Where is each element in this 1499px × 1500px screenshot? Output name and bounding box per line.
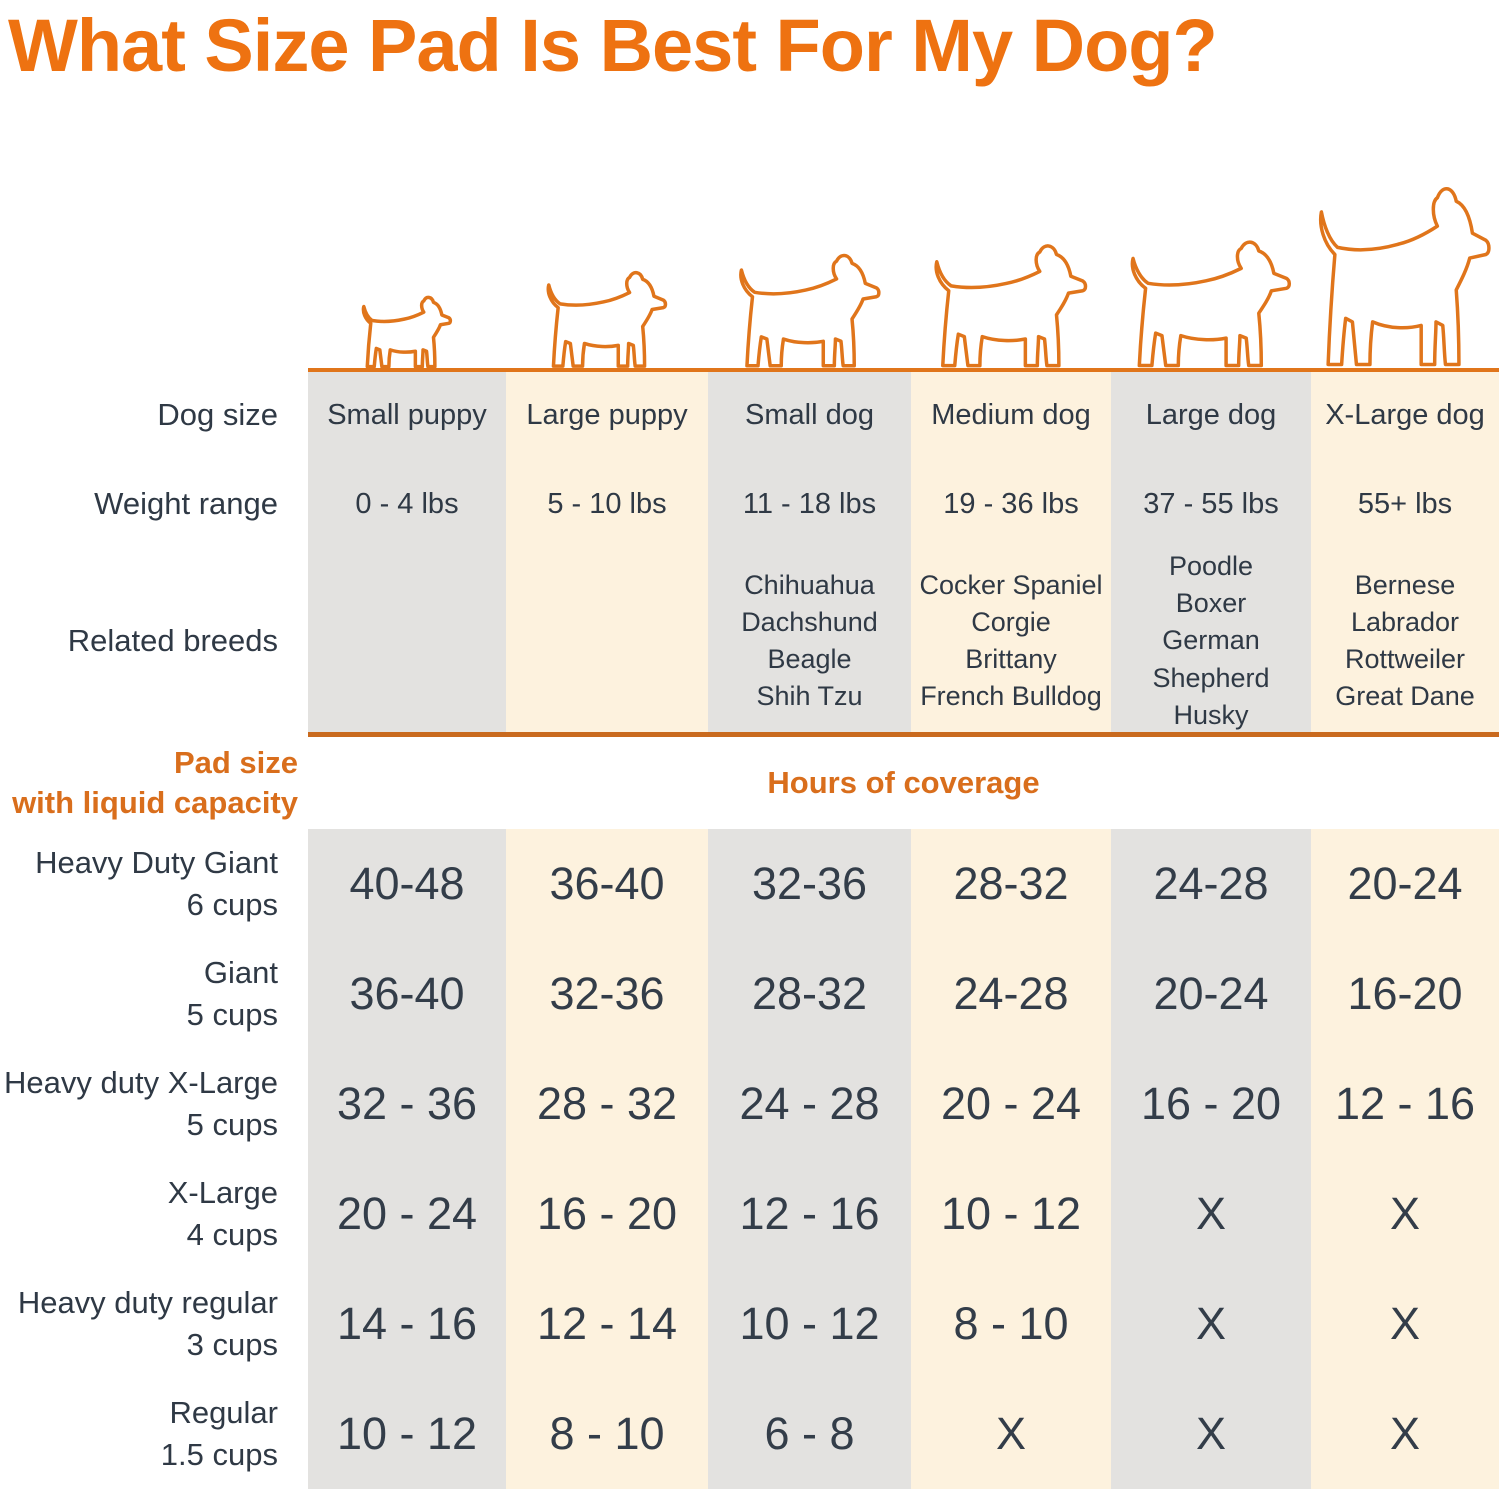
dog-icon-small-puppy	[361, 294, 453, 368]
hours-cell-r6c2: 8 - 10	[506, 1379, 708, 1489]
breeds-col-4: Cocker Spaniel Corgie Brittany French Bu…	[911, 550, 1111, 732]
breeds-col-6: Bernese Labrador Rottweiler Great Dane	[1311, 550, 1499, 732]
hours-cell-r1c3: 32-36	[708, 829, 911, 939]
dog-icon-small-dog	[737, 250, 883, 368]
hours-cell-r3c4: 20 - 24	[911, 1049, 1111, 1159]
middle-band: Pad size with liquid capacity Hours of c…	[0, 737, 1499, 829]
dog-icons-row	[0, 102, 1499, 368]
pad-row-label-heavy-duty-x-large: Heavy duty X-Large 5 cups	[4, 1065, 278, 1142]
hours-cell-r4c4: 10 - 12	[911, 1159, 1111, 1269]
dog-size-col-1: Small puppy	[308, 372, 506, 458]
row-label-dog-size: Dog size	[157, 397, 278, 432]
hours-of-coverage-label: Hours of coverage	[767, 765, 1040, 800]
hours-table: Heavy Duty Giant 6 cups 40-48 36-40 32-3…	[0, 829, 1499, 1489]
dog-size-col-2: Large puppy	[506, 372, 708, 458]
hours-cell-r1c6: 20-24	[1311, 829, 1499, 939]
hours-cell-r1c1: 40-48	[308, 829, 506, 939]
hours-cell-r4c5: X	[1111, 1159, 1311, 1269]
hours-cell-r6c6: X	[1311, 1379, 1499, 1489]
pad-row-label-regular: Regular 1.5 cups	[160, 1395, 278, 1472]
weight-range-col-2: 5 - 10 lbs	[506, 458, 708, 550]
page-title: What Size Pad Is Best For My Dog?	[8, 4, 1218, 87]
dog-icon-large-puppy	[545, 268, 669, 368]
hours-cell-r2c3: 28-32	[708, 939, 911, 1049]
breeds-col-5: Poodle Boxer German Shepherd Husky	[1111, 550, 1311, 732]
row-label-related-breeds: Related breeds	[67, 623, 278, 658]
hours-cell-r3c6: 12 - 16	[1311, 1049, 1499, 1159]
hours-cell-r6c5: X	[1111, 1379, 1311, 1489]
hours-cell-r5c6: X	[1311, 1269, 1499, 1379]
hours-cell-r5c4: 8 - 10	[911, 1269, 1111, 1379]
pad-row-label-heavy-duty-regular: Heavy duty regular 3 cups	[17, 1285, 278, 1362]
dog-size-col-3: Small dog	[708, 372, 911, 458]
dog-icon-large-dog	[1128, 236, 1294, 368]
dog-icon-medium-dog	[932, 240, 1090, 368]
hours-cell-r5c5: X	[1111, 1269, 1311, 1379]
hours-cell-r5c2: 12 - 14	[506, 1269, 708, 1379]
hours-cell-r2c6: 16-20	[1311, 939, 1499, 1049]
pad-size-label: Pad size with liquid capacity	[12, 744, 298, 820]
weight-range-col-5: 37 - 55 lbs	[1111, 458, 1311, 550]
weight-range-col-4: 19 - 36 lbs	[911, 458, 1111, 550]
breeds-col-1	[308, 550, 506, 732]
hours-cell-r3c1: 32 - 36	[308, 1049, 506, 1159]
hours-cell-r6c3: 6 - 8	[708, 1379, 911, 1489]
dog-size-col-4: Medium dog	[911, 372, 1111, 458]
hours-cell-r6c1: 10 - 12	[308, 1379, 506, 1489]
weight-range-col-3: 11 - 18 lbs	[708, 458, 911, 550]
hours-cell-r4c2: 16 - 20	[506, 1159, 708, 1269]
hours-cell-r5c3: 10 - 12	[708, 1269, 911, 1379]
hours-cell-r3c3: 24 - 28	[708, 1049, 911, 1159]
hours-cell-r1c4: 28-32	[911, 829, 1111, 939]
hours-cell-r3c5: 16 - 20	[1111, 1049, 1311, 1159]
row-label-weight-range: Weight range	[94, 486, 278, 521]
hours-cell-r1c2: 36-40	[506, 829, 708, 939]
hours-cell-r2c4: 24-28	[911, 939, 1111, 1049]
weight-range-col-6: 55+ lbs	[1311, 458, 1499, 550]
hours-cell-r2c1: 36-40	[308, 939, 506, 1049]
weight-range-col-1: 0 - 4 lbs	[308, 458, 506, 550]
section-divider-line	[308, 732, 1499, 737]
pad-row-label-x-large: X-Large 4 cups	[167, 1175, 278, 1252]
pad-row-label-heavy-duty-giant: Heavy Duty Giant 6 cups	[35, 845, 278, 922]
hours-cell-r4c6: X	[1311, 1159, 1499, 1269]
breeds-col-2	[506, 550, 708, 732]
hours-cell-r2c2: 32-36	[506, 939, 708, 1049]
hours-cell-r1c5: 24-28	[1111, 829, 1311, 939]
dog-size-col-5: Large dog	[1111, 372, 1311, 458]
hours-cell-r5c1: 14 - 16	[308, 1269, 506, 1379]
ground-line	[308, 368, 1499, 372]
hours-cell-r4c3: 12 - 16	[708, 1159, 911, 1269]
hours-cell-r6c4: X	[911, 1379, 1111, 1489]
hours-cell-r2c5: 20-24	[1111, 939, 1311, 1049]
breeds-col-3: Chihuahua Dachshund Beagle Shih Tzu	[708, 550, 911, 732]
pad-row-label-giant: Giant 5 cups	[186, 955, 278, 1032]
hours-cell-r4c1: 20 - 24	[308, 1159, 506, 1269]
header-table: Dog size Small puppy Large puppy Small d…	[0, 372, 1499, 732]
dog-size-col-6: X-Large dog	[1311, 372, 1499, 458]
dog-icon-x-large-dog	[1316, 180, 1494, 368]
hours-cell-r3c2: 28 - 32	[506, 1049, 708, 1159]
dog-icons-row-spacer	[0, 102, 308, 368]
